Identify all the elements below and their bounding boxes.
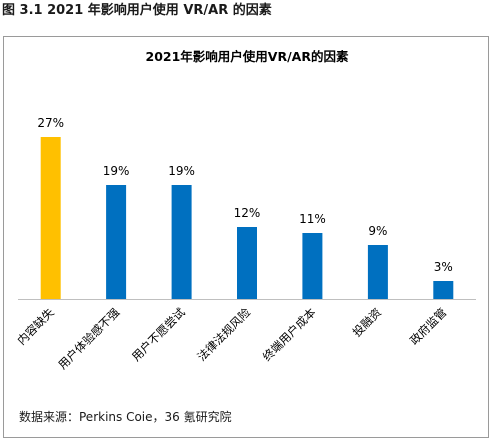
bar-chart: 2021年影响用户使用VR/AR的因素 27%19% 19%12% 11%9%3% … bbox=[14, 49, 476, 372]
category-label-6: 投融资 bbox=[350, 305, 384, 339]
data-label-6: 9% bbox=[368, 224, 387, 238]
chart-frame: 2021年影响用户使用VR/AR的因素 27% 19% 19% 12% 11% 9% 3% … bbox=[3, 36, 489, 438]
data-label-5: 11% bbox=[299, 212, 326, 226]
bar-5 bbox=[302, 233, 323, 299]
figure-caption: 图 3.1 2021 年影响用户使用 VR/AR 的因素 bbox=[2, 3, 272, 18]
data-label-3: 19% bbox=[168, 164, 195, 178]
chart-title: 2021年影响用户使用VR/AR的因素 bbox=[146, 49, 349, 64]
data-label-1: 27% bbox=[37, 116, 64, 130]
category-label-7: 政府监管 bbox=[407, 305, 449, 347]
category-label-1: 内容缺失 bbox=[14, 305, 57, 348]
data-label-7: 3% bbox=[434, 260, 453, 274]
category-label-5: 终端用户成本 bbox=[260, 305, 319, 364]
category-label-2: 用户体验感不强 bbox=[55, 305, 122, 372]
category-label-4: 法律法规风险 bbox=[194, 305, 253, 364]
data-labels-group: 27% 19% 19% 12% 11% 9% 3% bbox=[37, 116, 452, 274]
bar-4 bbox=[237, 227, 257, 299]
bar-7 bbox=[433, 281, 454, 299]
bar-3 bbox=[171, 185, 192, 299]
bar-2 bbox=[106, 185, 127, 299]
bar-6 bbox=[367, 245, 388, 299]
source-note: 数据来源：Perkins Coie，36 氪研究院 bbox=[19, 410, 232, 424]
data-label-2: 19% bbox=[103, 164, 130, 178]
bar-1 bbox=[40, 137, 61, 299]
data-label-4: 12% bbox=[234, 206, 261, 220]
bars-group bbox=[40, 137, 454, 299]
category-label-3: 用户不愿尝试 bbox=[129, 305, 188, 364]
